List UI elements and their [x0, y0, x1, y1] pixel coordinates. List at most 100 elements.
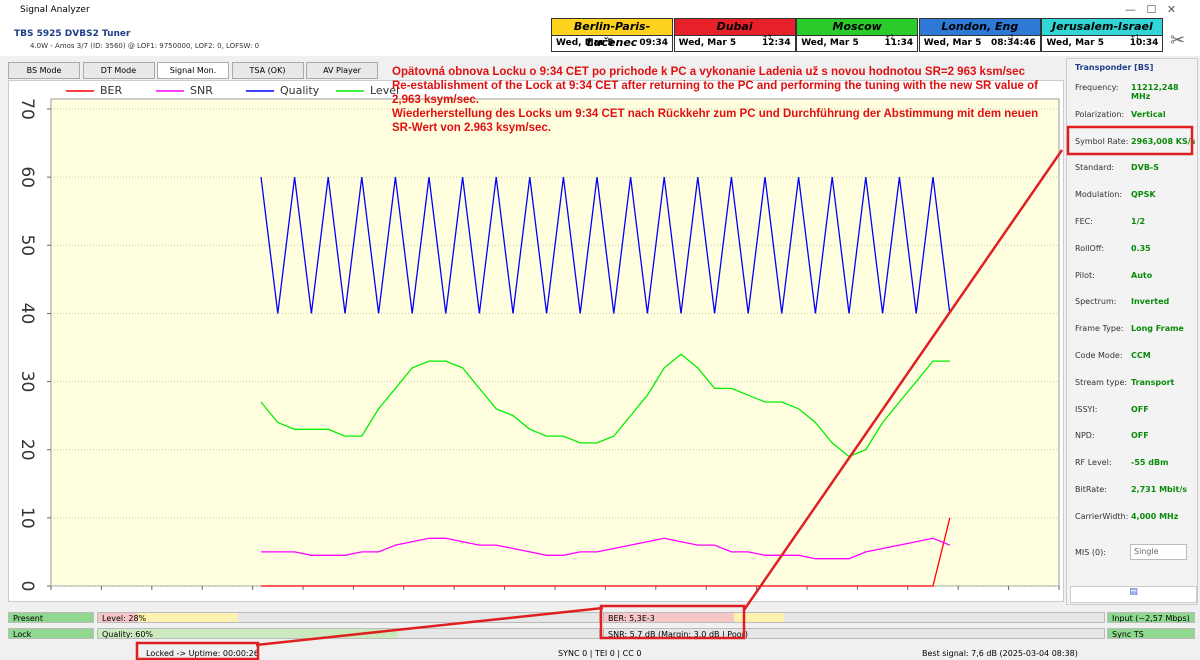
legend-label: BER [100, 84, 122, 97]
transponder-title: Transponder [BS] [1075, 63, 1154, 72]
y-tick-label: 0 [17, 581, 37, 592]
tab[interactable]: Signal Mon. [157, 62, 229, 79]
y-tick-label: 50 [17, 234, 37, 256]
field-value: 4,000 MHz [1131, 511, 1179, 521]
field-value: Vertical [1131, 109, 1166, 119]
clock: Moscow Wed, Mar 5 +2 11:34 [796, 18, 919, 52]
field-value: OFF [1131, 431, 1149, 441]
device-details: 4.0W - Amos 3/7 (ID: 3560) @ LOF1: 97500… [30, 42, 260, 50]
chart-panel: 0 10 20 30 40 50 60 70 BER SNR Quality Level [8, 80, 1064, 602]
tab[interactable]: AV Player [306, 62, 378, 79]
plot-area [50, 98, 1060, 587]
clock-date: Wed, Mar 5 [1046, 38, 1104, 48]
field-label: FEC: [1075, 217, 1093, 226]
tab[interactable]: TSA (OK) [231, 62, 304, 79]
clock-offset: +3 [762, 34, 772, 41]
uptime: Locked -> Uptime: 00:00:26 [146, 649, 259, 658]
clock-offset: +1 [1130, 34, 1140, 41]
field-label: Code Mode: [1075, 351, 1123, 360]
clock: Dubai Wed, Mar 5 +3 12:34 [673, 18, 796, 52]
field-value: 0.35 [1131, 243, 1151, 253]
clock-date: Wed, Mar 5 [923, 38, 982, 48]
clock-offset: -1 [1007, 34, 1014, 41]
y-tick-label: 70 [17, 98, 37, 120]
clock-offset: +2 [885, 34, 895, 41]
tab[interactable]: BS Mode [8, 62, 80, 79]
annotation: Opätovná obnova Locku o 9:34 CET po pric… [392, 65, 1057, 135]
y-tick-label: 40 [17, 303, 37, 325]
clock-time: 12:34 [761, 38, 791, 48]
device-name: TBS 5925 DVBS2 Tuner [14, 29, 131, 39]
counters: SYNC 0 | TEI 0 | CC 0 [558, 649, 642, 658]
clock: Jerusalem-Israel Wed, Mar 5 +1 10:34 [1041, 18, 1164, 52]
clock-time: 08:34:46 [991, 38, 1036, 48]
mis-select[interactable]: Single [1130, 544, 1187, 560]
field-value: Transport [1131, 377, 1175, 387]
clock-city: Moscow [797, 19, 918, 36]
field-label: CarrierWidth: [1075, 511, 1129, 521]
clock-time: 09:34 [639, 38, 668, 48]
clock-time: 11:34 [884, 38, 914, 48]
clock: London, Eng Wed, Mar 5 -1 08:34:46 [918, 18, 1041, 52]
field-value: CCM [1131, 351, 1151, 360]
field-value: -55 dBm [1131, 458, 1169, 468]
save-button[interactable]: ▤ [1070, 586, 1197, 603]
sync-indicator: Sync TS [1107, 628, 1195, 639]
field-label: Spectrum: [1075, 297, 1117, 307]
field-label: Symbol Rate: [1075, 136, 1129, 146]
field-value: DVB-S [1131, 163, 1160, 173]
field-label: ISSYI: [1075, 404, 1098, 414]
ber-bar: BER: 5,3E-3 [603, 612, 1105, 623]
input-indicator: Input (~2,57 Mbps) [1107, 612, 1195, 623]
field-value: OFF [1131, 404, 1149, 414]
clock-date: Wed, Mar 5 [801, 38, 859, 48]
clock-date: Wed, Mar 5 [678, 38, 737, 48]
field-value: QPSK [1131, 190, 1156, 200]
snr-bar: SNR: 5,7 dB (Margin: 3,0 dB | Poor) [603, 628, 1105, 639]
clock: Berlin-Paris-Lučenec Wed, Mar 5 09:34 [551, 18, 673, 52]
legend-label: Level [370, 84, 399, 97]
clock-city: Jerusalem-Israel [1042, 19, 1163, 36]
field-label: Polarization: [1075, 109, 1125, 119]
field-label: RF Level: [1075, 458, 1112, 468]
y-tick-label: 10 [17, 507, 37, 529]
best-signal: Best signal: 7,6 dB (2025-03-04 08:38) [922, 649, 1078, 658]
clock-time: 10:34 [1129, 38, 1159, 48]
mis-label: MIS (0): [1075, 548, 1106, 557]
field-label: Standard: [1075, 163, 1115, 173]
field-label: Frame Type: [1075, 324, 1124, 334]
clock-city: London, Eng [919, 19, 1040, 36]
field-value: 11212,248 MHz [1131, 83, 1179, 101]
field-value: Auto [1131, 270, 1153, 280]
legend-label: SNR [190, 84, 213, 97]
annotation-line: Wiederherstellung des Locks um 9:34 CET … [392, 108, 1039, 134]
annotation-line: Re-establishment of the Lock at 9:34 CET… [392, 80, 1038, 106]
y-tick-label: 60 [17, 166, 37, 188]
field-label: Frequency: [1075, 83, 1119, 92]
clock-city: Dubai [674, 19, 795, 36]
lock-indicator: Lock [8, 628, 94, 639]
field-value: Inverted [1131, 297, 1170, 307]
clock-date: Wed, Mar 5 [556, 38, 614, 48]
window-controls[interactable]: — ☐ ✕ [1125, 3, 1177, 16]
annotation-line: Opätovná obnova Locku o 9:34 CET po pric… [392, 66, 1025, 78]
field-label: Modulation: [1075, 190, 1123, 200]
window-title: Signal Analyzer [20, 5, 90, 15]
field-label: RollOff: [1075, 243, 1105, 253]
level-bar: Level: 28% [97, 612, 600, 623]
title-bar: Signal Analyzer — ☐ ✕ [0, 0, 1200, 22]
field-value: Long Frame [1131, 324, 1184, 334]
y-tick-label: 20 [17, 439, 37, 461]
y-tick-label: 30 [17, 371, 37, 393]
legend-label: Quality [280, 84, 320, 97]
clock-city: Berlin-Paris-Lučenec [552, 19, 672, 49]
settings-icon[interactable]: ✂ [1170, 30, 1186, 51]
field-label: Stream type: [1075, 377, 1128, 387]
chart: 0 10 20 30 40 50 60 70 BER SNR Quality Level [17, 84, 1060, 592]
field-label: Pilot: [1075, 270, 1095, 280]
field-label: BitRate: [1075, 485, 1107, 494]
tab[interactable]: DT Mode [82, 62, 155, 79]
field-label: NPD: [1075, 431, 1095, 441]
field-value: 2963,008 KS/s [1131, 136, 1196, 146]
